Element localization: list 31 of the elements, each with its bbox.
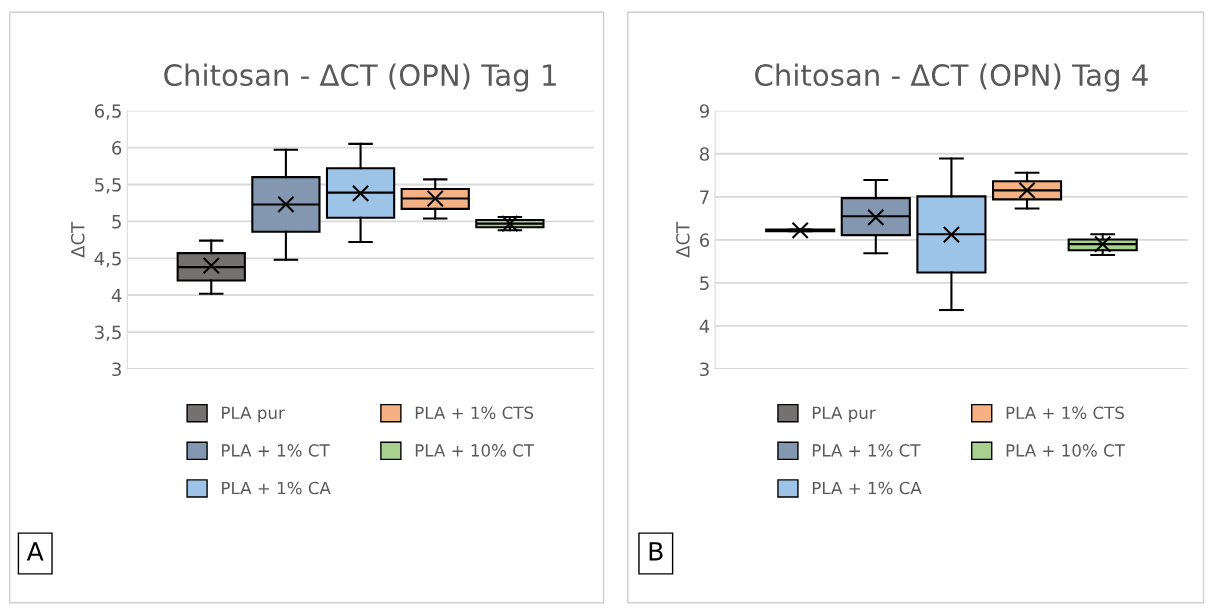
legend-label: PLA pur — [222, 406, 285, 423]
y-tick-label: 6 — [699, 233, 710, 247]
y-tick-label: 4 — [111, 288, 122, 303]
legend-label: PLA + 1% CTS — [415, 406, 534, 420]
y-tick-label: 3,5 — [95, 325, 121, 342]
y-tick-label: 3 — [112, 362, 121, 377]
legend-label: PLA + 1% CTS — [1006, 406, 1124, 420]
y-tick-label: 7 — [700, 190, 709, 204]
y-tick-label: 5 — [700, 276, 709, 291]
legend-label: PLA pur — [812, 406, 876, 423]
y-tick-label: 5 — [112, 215, 121, 229]
y-tick-label: 8 — [699, 147, 709, 161]
legend-label: PLA + 10% CT — [415, 444, 535, 457]
y-tick-label: 4,5 — [94, 252, 121, 268]
legend-label: PLA + 1% CT — [222, 444, 330, 457]
legend-label: PLA + 10% CT — [1006, 444, 1125, 457]
chart-title: Chitosan - ΔCT (OPN) Tag 4 — [755, 63, 1148, 92]
legend-label: PLA + 1% CT — [812, 444, 921, 457]
y-tick-label: 5,5 — [95, 178, 121, 194]
text: B — [649, 542, 663, 561]
y-axis-title: ΔCT — [70, 221, 85, 258]
text: A — [26, 542, 44, 561]
y-tick-label: 9 — [699, 104, 709, 118]
y-axis-title: ΔCT — [676, 221, 690, 258]
chart-title: Chitosan - ΔCT (OPN) Tag 1 — [164, 63, 556, 92]
y-tick-label: 4 — [699, 319, 710, 333]
y-tick-label: 6 — [112, 141, 122, 155]
legend-label: PLA + 1% CA — [812, 481, 922, 495]
legend-label: PLA + 1% CA — [222, 481, 331, 495]
y-tick-label: 6,5 — [94, 104, 121, 120]
y-tick-label: 3 — [700, 362, 709, 377]
